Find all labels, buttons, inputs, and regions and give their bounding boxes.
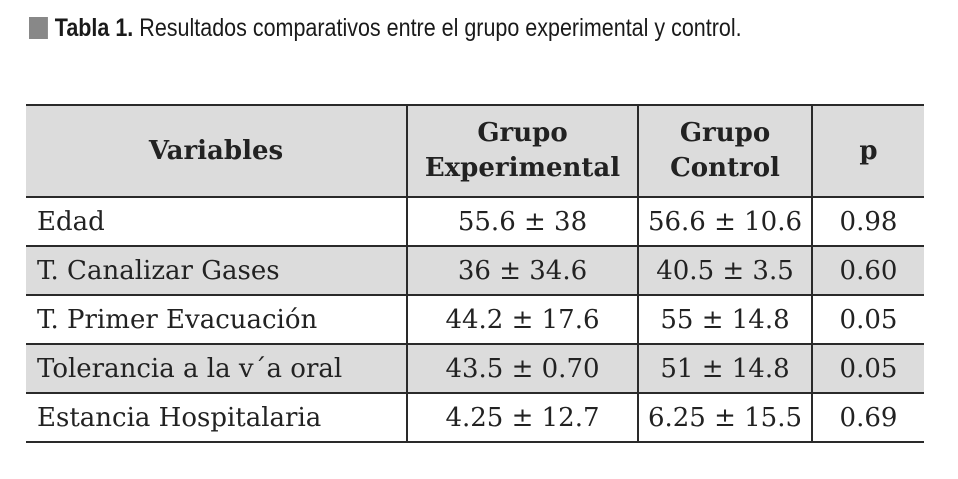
cell-control: 51 ± 14.8 [637,344,812,394]
cell-control: 6.25 ± 15.5 [637,393,812,443]
cell-control: 40.5 ± 3.5 [637,246,812,296]
table-body: Edad 55.6 ± 38 56.6 ± 10.6 0.98 T. Canal… [26,197,924,443]
table-row: T. Primer Evacuación 44.2 ± 17.6 55 ± 14… [26,295,924,345]
cell-control: 55 ± 14.8 [637,295,812,345]
results-table-container: Variables Grupo Experimental Grupo Contr… [26,104,924,443]
caption-square-icon [29,17,48,39]
header-grupo-experimental: Grupo Experimental [406,104,638,198]
cell-variable: Estancia Hospitalaria [26,393,407,443]
cell-variable: Edad [26,197,407,247]
table-header: Variables Grupo Experimental Grupo Contr… [26,104,924,198]
cell-p: 0.69 [811,393,924,443]
cell-variable: T. Primer Evacuación [26,295,407,345]
header-p-text: p [859,135,878,166]
results-table: Variables Grupo Experimental Grupo Contr… [26,104,924,443]
cell-variable: Tolerancia a la v´a oral [26,344,407,394]
table-row: Estancia Hospitalaria 4.25 ± 12.7 6.25 ±… [26,393,924,443]
header-variables: Variables [26,104,407,198]
cell-experimental: 55.6 ± 38 [406,197,638,247]
header-variables-text: Variables [148,135,284,166]
header-experimental-line1: Grupo [477,118,568,148]
cell-p: 0.05 [811,295,924,345]
table-row: Tolerancia a la v´a oral 43.5 ± 0.70 51 … [26,344,924,394]
cell-experimental: 36 ± 34.6 [406,246,638,296]
cell-experimental: 44.2 ± 17.6 [406,295,638,345]
header-control-line2: Control [670,153,780,183]
header-control-line1: Grupo [679,118,771,148]
cell-p: 0.60 [811,246,924,296]
table-row: Edad 55.6 ± 38 56.6 ± 10.6 0.98 [26,197,924,247]
header-row: Variables Grupo Experimental Grupo Contr… [26,104,924,198]
caption-text: Resultados comparativos entre el grupo e… [139,13,742,42]
header-p: p [811,104,924,198]
cell-experimental: 43.5 ± 0.70 [406,344,638,394]
cell-experimental: 4.25 ± 12.7 [406,393,638,443]
header-grupo-control: Grupo Control [637,104,812,198]
cell-control: 56.6 ± 10.6 [637,197,812,247]
cell-p: 0.05 [811,344,924,394]
table-caption: Tabla 1. Resultados comparativos entre e… [29,8,742,48]
caption-label: Tabla 1. [54,13,134,42]
header-experimental-line2: Experimental [424,153,621,183]
cell-p: 0.98 [811,197,924,247]
cell-variable: T. Canalizar Gases [26,246,407,296]
table-row: T. Canalizar Gases 36 ± 34.6 40.5 ± 3.5 … [26,246,924,296]
